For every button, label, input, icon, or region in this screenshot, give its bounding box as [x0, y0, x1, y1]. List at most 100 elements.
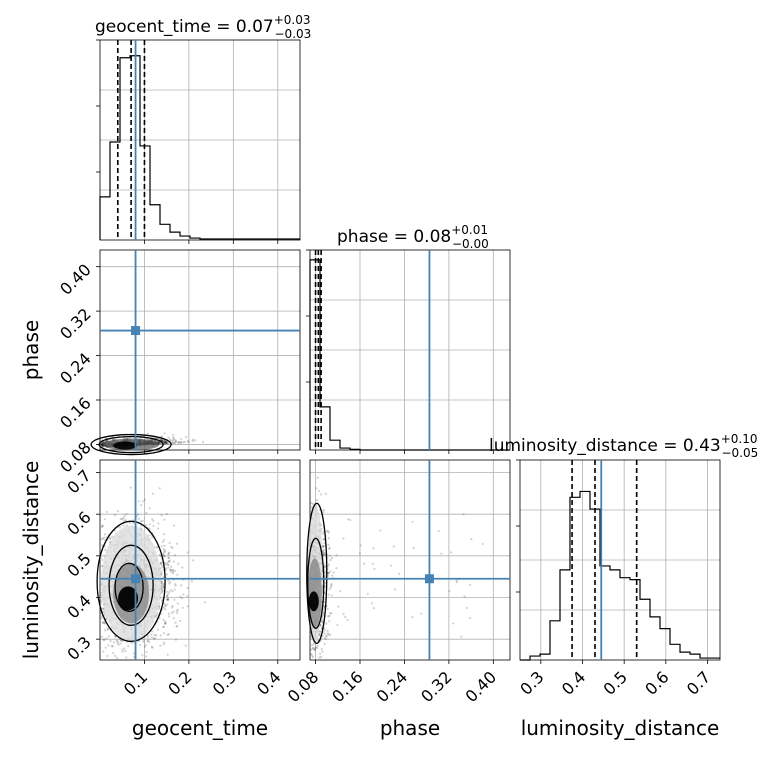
sample-point — [185, 435, 188, 439]
sample-point — [322, 538, 325, 541]
sample-point — [158, 443, 161, 446]
sample-point — [144, 524, 148, 527]
sample-point — [105, 510, 109, 514]
sample-point — [463, 595, 466, 598]
sample-point — [152, 524, 155, 528]
xlabel-luminosity-distance: luminosity_distance — [521, 716, 720, 740]
sample-point — [326, 530, 329, 533]
sample-point — [349, 518, 352, 522]
sample-point — [186, 551, 189, 554]
sample-point — [138, 643, 142, 647]
contour-line — [96, 520, 166, 642]
sample-point — [101, 445, 104, 448]
sample-point — [437, 530, 440, 533]
sample-point — [142, 639, 145, 642]
sample-point — [177, 441, 180, 445]
title-luminosity-distance: luminosity_distance = 0.43+0.10 −0.05 — [489, 432, 758, 460]
sample-point — [116, 510, 119, 513]
sample-point — [101, 621, 104, 624]
sample-point — [160, 438, 163, 442]
sample-point — [172, 439, 175, 442]
sample-point — [173, 524, 176, 527]
sample-point — [145, 512, 148, 515]
sample-point — [322, 537, 326, 540]
sample-point — [452, 622, 455, 625]
sample-point — [163, 549, 166, 552]
sample-point — [100, 599, 103, 603]
sample-point — [100, 525, 103, 528]
sample-point — [174, 621, 177, 624]
sample-point — [148, 523, 152, 526]
sample-point — [323, 598, 326, 601]
y-tick-label: 0.5 — [63, 549, 94, 580]
sample-point — [323, 642, 326, 645]
sample-point — [101, 441, 104, 445]
sample-point — [171, 570, 175, 573]
sample-point — [112, 652, 115, 655]
sample-point — [169, 589, 172, 592]
sample-point — [326, 574, 330, 577]
sample-point — [170, 439, 174, 442]
sample-point — [159, 562, 162, 566]
sample-point — [314, 645, 317, 649]
sample-point — [171, 546, 174, 549]
contour-line — [90, 433, 172, 456]
sample-point — [328, 554, 331, 557]
sample-point — [372, 606, 375, 610]
sample-point — [107, 628, 110, 631]
sample-point — [100, 443, 104, 446]
sample-point — [190, 580, 194, 583]
sample-point — [163, 602, 166, 605]
sample-point — [315, 646, 319, 650]
sample-point — [322, 553, 325, 556]
sample-point — [128, 521, 131, 525]
sample-point — [176, 573, 179, 576]
sample-point — [99, 443, 103, 446]
x-tick-label: 0.24 — [373, 667, 412, 706]
x-tick-label: 0.1 — [120, 667, 151, 698]
sample-point — [327, 531, 331, 534]
sample-point — [166, 597, 169, 600]
y-tick-label: 0.40 — [56, 260, 95, 299]
density-region — [118, 586, 139, 611]
sample-point — [313, 648, 317, 652]
sample-point — [151, 646, 154, 649]
sample-point — [366, 592, 369, 596]
sample-point — [326, 530, 329, 533]
sample-point — [101, 544, 104, 547]
sample-point — [124, 649, 127, 653]
sample-point — [101, 537, 104, 540]
sample-point — [164, 442, 167, 445]
sample-point — [358, 552, 361, 555]
sample-point — [323, 628, 327, 632]
sample-point — [179, 584, 183, 587]
sample-point — [168, 559, 172, 562]
sample-point — [168, 438, 172, 441]
sample-point — [162, 550, 166, 554]
sample-point — [172, 568, 175, 571]
sample-point — [101, 607, 104, 611]
sample-point — [327, 571, 331, 574]
sample-point — [321, 532, 324, 535]
sample-point — [161, 598, 164, 601]
sample-point — [327, 547, 331, 550]
sample-point — [159, 644, 162, 647]
density-region — [308, 591, 319, 612]
sample-point — [109, 639, 112, 643]
sample-point — [163, 555, 166, 558]
sample-point — [127, 645, 130, 648]
sample-point — [101, 444, 104, 447]
sample-point — [166, 598, 169, 601]
sample-point — [167, 591, 171, 594]
sample-point — [162, 585, 165, 588]
sample-point — [186, 605, 189, 608]
sample-point — [310, 654, 314, 657]
sample-point — [173, 554, 177, 557]
histogram-luminosity_distance — [520, 490, 720, 661]
sample-point — [335, 554, 338, 557]
sample-point — [118, 526, 122, 529]
sample-point — [175, 609, 179, 612]
sample-point — [163, 439, 167, 443]
sample-point — [146, 432, 149, 435]
sample-point — [330, 594, 333, 597]
